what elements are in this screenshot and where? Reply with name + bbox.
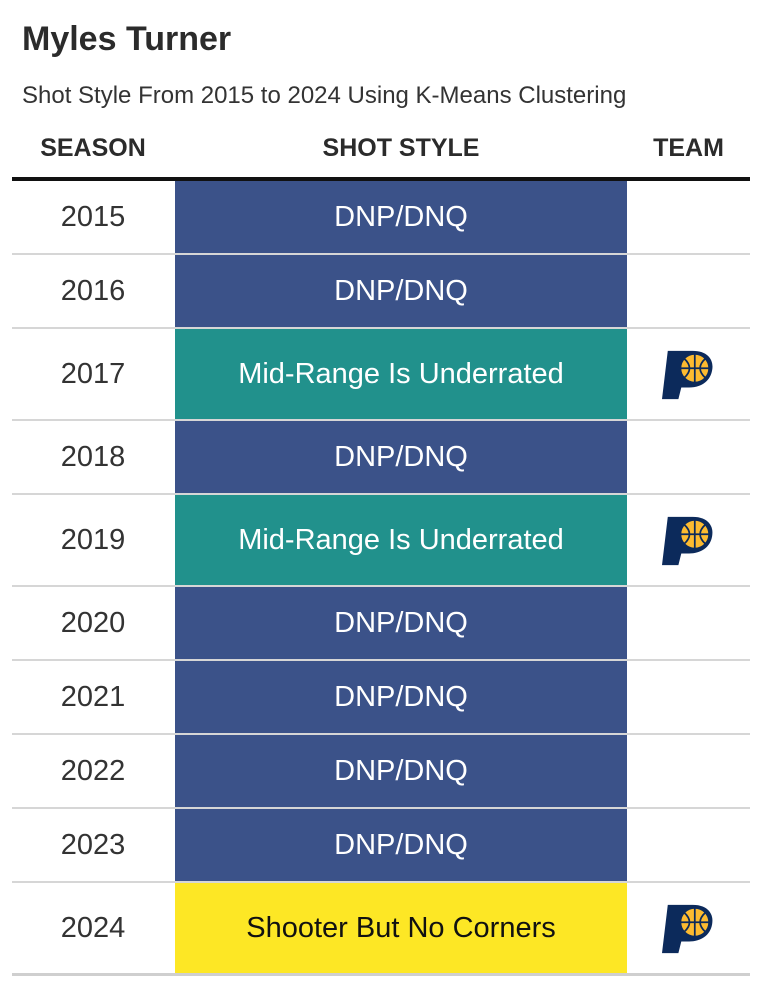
shot-style-cell: Mid-Range Is Underrated [175, 495, 627, 585]
table-row: 2020 DNP/DNQ [12, 587, 750, 661]
page-subtitle: Shot Style From 2015 to 2024 Using K-Mea… [22, 82, 627, 109]
team-cell [627, 735, 750, 807]
season-cell: 2023 [60, 828, 126, 861]
season-cell: 2015 [60, 200, 126, 233]
team-cell [627, 421, 750, 493]
page-title: Myles Turner [22, 20, 232, 58]
shot-style-cell: DNP/DNQ [175, 181, 627, 253]
team-cell [627, 809, 750, 881]
team-cell [627, 181, 750, 253]
table-row: 2015 DNP/DNQ [12, 181, 750, 255]
pacers-logo-icon [661, 904, 713, 954]
shot-style-cell: DNP/DNQ [175, 735, 627, 807]
column-header-season: SEASON [40, 134, 146, 162]
column-header-team: TEAM [653, 134, 724, 162]
table-row: 2017 Mid-Range Is Underrated [12, 329, 750, 421]
shot-style-cell: DNP/DNQ [175, 421, 627, 493]
table-row: 2019 Mid-Range Is Underrated [12, 495, 750, 587]
table-row: 2018 DNP/DNQ [12, 421, 750, 495]
shot-style-cell: Shooter But No Corners [175, 883, 627, 973]
shot-style-table: 2015 DNP/DNQ 2016 DNP/DNQ 2017 Mid-Range Is U… [12, 181, 750, 976]
season-cell: 2018 [60, 440, 126, 473]
team-cell [627, 587, 750, 659]
team-cell [627, 661, 750, 733]
season-cell: 2024 [60, 911, 126, 944]
shot-style-cell: DNP/DNQ [175, 255, 627, 327]
team-cell [627, 883, 750, 973]
shot-style-cell: DNP/DNQ [175, 587, 627, 659]
shot-style-cell: Mid-Range Is Underrated [175, 329, 627, 419]
season-cell: 2020 [60, 606, 126, 639]
season-cell: 2017 [60, 357, 126, 390]
table-row: 2016 DNP/DNQ [12, 255, 750, 329]
season-cell: 2022 [60, 754, 126, 787]
table-row: 2021 DNP/DNQ [12, 661, 750, 735]
table-row: 2023 DNP/DNQ [12, 809, 750, 883]
table-row: 2022 DNP/DNQ [12, 735, 750, 809]
pacers-logo-icon [661, 350, 713, 400]
table-row: 2024 Shooter But No Corners [12, 883, 750, 976]
season-cell: 2016 [60, 274, 126, 307]
season-cell: 2019 [60, 523, 126, 556]
shot-style-cell: DNP/DNQ [175, 809, 627, 881]
column-header-shot-style: SHOT STYLE [322, 134, 480, 162]
shot-style-cell: DNP/DNQ [175, 661, 627, 733]
team-cell [627, 255, 750, 327]
season-cell: 2021 [60, 680, 126, 713]
team-cell [627, 495, 750, 585]
pacers-logo-icon [661, 516, 713, 566]
header-divider [12, 177, 750, 181]
team-cell [627, 329, 750, 419]
